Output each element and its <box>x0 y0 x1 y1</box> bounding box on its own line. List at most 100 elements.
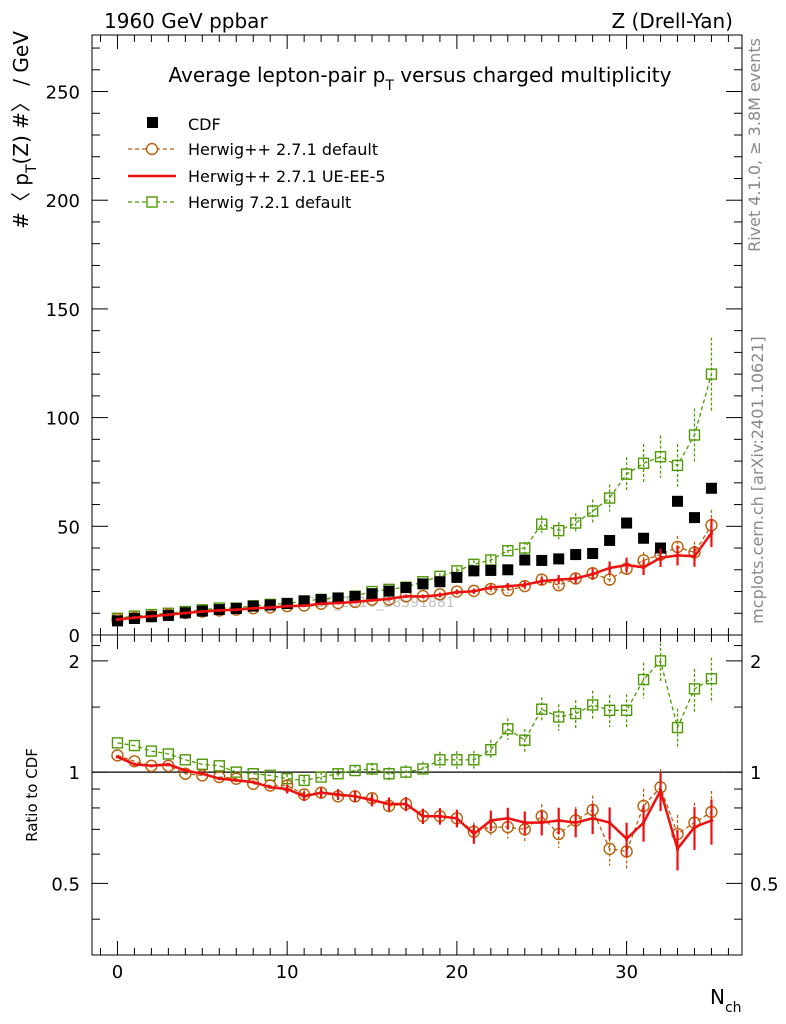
ratio-point <box>489 818 493 822</box>
cdf-point <box>705 482 717 494</box>
cdf-point <box>587 547 599 559</box>
cdf-point <box>621 517 633 529</box>
chart-title-rest: versus charged multiplicity <box>394 63 672 87</box>
main-point <box>421 595 425 599</box>
ratio-point <box>149 764 153 768</box>
main-point <box>603 492 616 504</box>
main-point <box>132 616 136 620</box>
ratio-point <box>603 842 616 856</box>
ratio-point <box>336 792 340 796</box>
ratio-y-tick-label: 1 <box>69 763 80 784</box>
ratio-point <box>183 769 187 773</box>
ratio-point <box>603 704 616 716</box>
y-axis-label-sub: T <box>24 164 40 174</box>
mcplots-info: mcplots.cern.ch [arXiv:2401.10621] <box>748 336 767 624</box>
main-point <box>455 590 459 594</box>
main-point <box>234 608 238 612</box>
ratio-point <box>676 847 680 851</box>
main-point <box>506 584 510 588</box>
x-tick-label: 0 <box>112 962 123 983</box>
ratio-point <box>625 837 629 841</box>
ratio-point <box>468 754 480 766</box>
ratio-point <box>132 762 136 766</box>
ratio-point <box>608 821 612 825</box>
main-point <box>569 517 582 529</box>
cdf-point <box>519 554 531 566</box>
main-point <box>676 553 680 557</box>
main-point <box>642 565 646 569</box>
main-point <box>620 468 633 480</box>
legend-cdf-label: CDF <box>188 115 221 134</box>
main-point <box>692 554 696 558</box>
chart-title-main: Average lepton-pair p <box>169 63 386 87</box>
main-point <box>540 579 544 583</box>
cdf-point <box>281 597 293 609</box>
main-point <box>709 531 713 535</box>
ratio-point <box>268 785 272 789</box>
main-point <box>472 589 476 593</box>
main-point <box>586 505 599 517</box>
ratio-point <box>519 734 531 746</box>
ratio-point <box>421 814 425 818</box>
ratio-point <box>200 772 204 776</box>
cdf-point <box>298 595 310 607</box>
ratio-y-tick-label-right: 2 <box>750 652 761 673</box>
ratio-point <box>111 749 124 762</box>
legend-hw271-label: Herwig++ 2.7.1 default <box>188 140 378 159</box>
ratio-point <box>217 777 221 781</box>
legend-hw721-marker <box>146 196 158 208</box>
main-point <box>200 610 204 614</box>
y-axis-label-pre: #〈 p <box>9 173 33 229</box>
main-point <box>625 563 629 567</box>
ratio-point <box>251 780 255 784</box>
y-tick-label: 100 <box>46 409 80 430</box>
ratio-point <box>319 791 323 795</box>
cdf-point <box>485 564 497 576</box>
main-point <box>705 368 718 380</box>
cdf-point <box>434 576 446 588</box>
header-right: Z (Drell-Yan) <box>611 9 733 33</box>
ratio-point <box>387 802 391 806</box>
ratio-point <box>128 739 141 752</box>
main-point <box>637 457 650 469</box>
ratio-point <box>234 778 238 782</box>
cdf-point <box>400 582 412 594</box>
ratio-point <box>536 703 548 715</box>
x-tick-label: 20 <box>445 962 468 983</box>
legend-cdf-marker <box>147 117 158 128</box>
ratio-point <box>654 655 667 667</box>
ratio-y-tick-label-right: 1 <box>750 763 761 784</box>
cdf-point <box>688 512 700 524</box>
x-axis-label-main: N <box>710 985 725 1009</box>
chart-title-sub: T <box>384 78 394 94</box>
main-point <box>438 593 442 597</box>
ratio-point <box>438 814 442 818</box>
ratio-point <box>451 754 463 766</box>
ratio-point <box>179 767 192 780</box>
cdf-point <box>315 594 327 606</box>
ratio-point <box>671 721 684 734</box>
main-point <box>302 604 306 608</box>
cdf-point <box>383 585 395 597</box>
main-point <box>336 601 340 605</box>
main-series-line <box>117 532 713 621</box>
main-point <box>523 583 527 587</box>
main-point <box>404 594 408 598</box>
main-point <box>654 451 667 463</box>
cdf-point <box>349 591 361 603</box>
ratio-point <box>506 816 510 820</box>
ratio-frame <box>91 634 743 956</box>
main-point <box>115 618 119 622</box>
ratio-point <box>569 707 582 720</box>
cdf-point <box>502 564 514 576</box>
main-point <box>166 613 170 617</box>
main-point <box>591 572 595 576</box>
x-tick-label: 10 <box>276 962 299 983</box>
rivet-info: Rivet 4.1.0, ≥ 3.8M events <box>745 38 764 252</box>
ratio-y-tick-label-right: 0.5 <box>750 874 779 895</box>
x-axis-label-sub: ch <box>725 1000 742 1016</box>
ratio-point <box>642 821 646 825</box>
cdf-point <box>604 534 616 546</box>
cdf-point <box>553 553 565 565</box>
